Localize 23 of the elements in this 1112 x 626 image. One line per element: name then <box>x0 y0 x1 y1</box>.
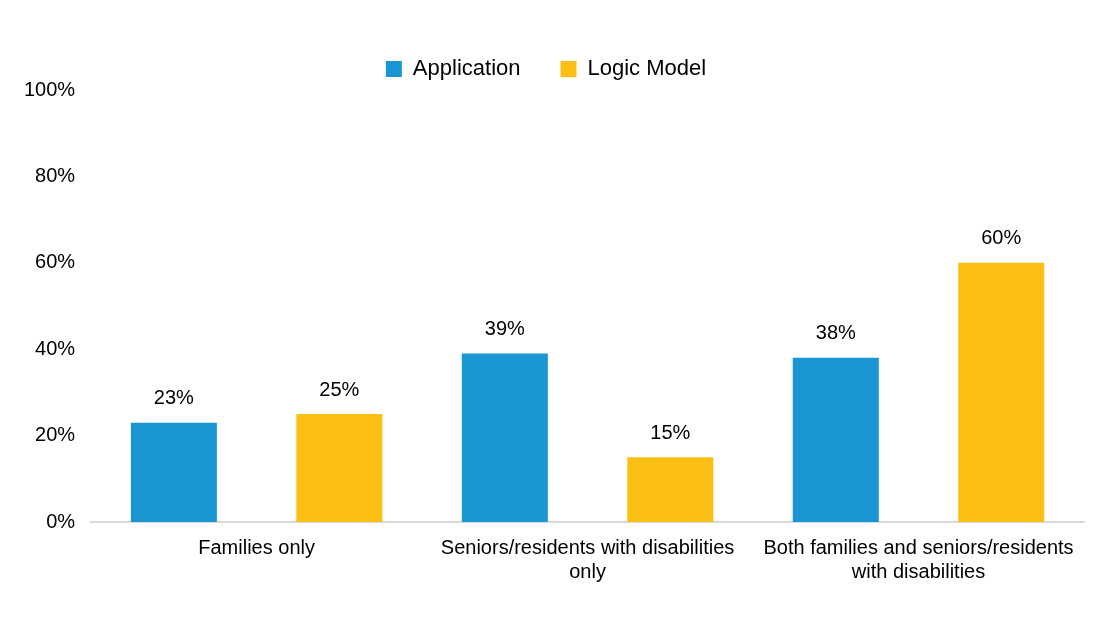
bar <box>461 353 548 522</box>
legend-label: Logic Model <box>587 55 707 81</box>
y-tick-label: 80% <box>35 163 76 186</box>
data-label: 15% <box>650 420 691 443</box>
x-tick-label: Families only <box>198 535 315 558</box>
bar <box>958 262 1045 522</box>
data-label: 25% <box>319 377 360 400</box>
data-label: 39% <box>484 317 526 340</box>
bar <box>296 414 383 522</box>
legend-label: Application <box>412 55 521 81</box>
x-tick-label: Seniors/residents with disabilities only <box>440 535 735 582</box>
bar <box>792 357 879 522</box>
data-label: 38% <box>815 321 857 344</box>
y-tick-label: 100% <box>24 77 76 100</box>
data-label: 60% <box>981 226 1022 249</box>
y-tick-label: 60% <box>35 250 76 273</box>
y-tick-label: 40% <box>35 336 76 359</box>
data-label: 23% <box>153 386 195 409</box>
y-tick-label: 20% <box>35 423 76 446</box>
y-tick-label: 0% <box>46 509 76 532</box>
bar <box>627 457 714 522</box>
bar <box>130 422 217 522</box>
x-tick-label: Both families and seniors/residents with disabilities <box>763 535 1074 582</box>
